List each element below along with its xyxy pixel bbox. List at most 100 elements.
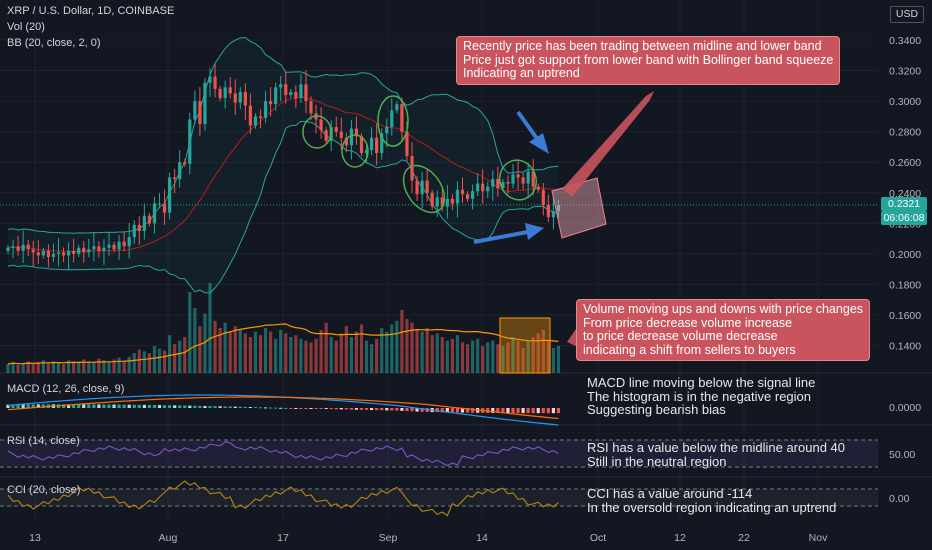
volume-bar xyxy=(269,331,273,373)
candle-body xyxy=(41,250,45,256)
macd-histogram-bar xyxy=(354,408,359,410)
candle-body xyxy=(6,247,10,251)
candle-body xyxy=(203,82,207,125)
candle-body xyxy=(127,237,131,247)
volume-bar xyxy=(258,335,263,373)
macd-histogram-bar xyxy=(546,408,550,414)
candle-body xyxy=(541,189,545,205)
volume-note-line: to price decrease volume decrease xyxy=(583,329,778,343)
highlight-ellipse xyxy=(341,134,369,168)
candle-body xyxy=(92,246,96,250)
price-axis[interactable]: 0.34000.32000.30000.28000.26000.24000.22… xyxy=(889,35,921,505)
time-tick-label: Nov xyxy=(809,532,828,544)
macd-histogram-bar xyxy=(61,404,66,408)
candle-body xyxy=(87,249,91,253)
volume-note-line: indicating a shift from sellers to buyer… xyxy=(583,342,796,357)
arrow-head xyxy=(529,133,549,154)
currency-button[interactable]: USD xyxy=(890,6,924,23)
candle-body xyxy=(289,91,293,95)
cci-annotation[interactable]: CCI has a value around -114 In the overs… xyxy=(587,487,836,514)
rsi-note-line: Still in the neutral region xyxy=(587,453,727,469)
volume-bar xyxy=(26,361,30,373)
candle-body xyxy=(263,101,268,118)
candle-body xyxy=(481,183,485,192)
macd-histogram-bar xyxy=(41,404,45,408)
volume-bar xyxy=(147,353,151,373)
macd-histogram-bar xyxy=(107,404,111,408)
volume-bar xyxy=(253,331,258,373)
volume-bar xyxy=(460,342,465,373)
macd-histogram-bar xyxy=(243,406,247,408)
macd-annotation[interactable]: MACD line moving below the signal line T… xyxy=(587,376,815,417)
volume-bar xyxy=(218,328,222,373)
candle-body xyxy=(400,104,404,132)
candle-body xyxy=(168,177,172,213)
time-tick-label: Aug xyxy=(159,532,178,544)
macd-histogram-bar xyxy=(284,407,288,409)
volume-bar xyxy=(536,333,540,373)
candlesticks xyxy=(6,64,561,270)
macd-histogram-bar xyxy=(491,408,495,413)
macd-histogram-bar xyxy=(233,406,237,408)
candle-body xyxy=(162,203,167,213)
rsi-annotation[interactable]: RSI has a value below the midline around… xyxy=(587,441,845,468)
macd-histogram-bar xyxy=(198,405,202,408)
candle-body xyxy=(122,241,126,247)
volume-bar xyxy=(465,344,470,373)
rsi-legend[interactable]: RSI (14, close) xyxy=(7,435,80,447)
candle-body xyxy=(132,224,136,238)
volume-bar xyxy=(137,349,141,373)
candle-body xyxy=(82,247,86,253)
bb-lower-band xyxy=(7,120,559,294)
candle-body xyxy=(269,101,273,105)
volume-legend[interactable]: Vol (20) xyxy=(7,21,45,33)
macd-histogram-bar xyxy=(395,408,399,411)
volume-bar xyxy=(476,338,480,373)
time-axis[interactable]: 13 Aug 17 Sep 14 Oct 12 22 Nov xyxy=(29,532,828,544)
candle-body xyxy=(51,253,56,257)
rsi-line xyxy=(7,441,559,467)
bb-legend[interactable]: BB (20, close, 2, 0) xyxy=(7,37,101,49)
macd-histogram-bar xyxy=(324,408,328,409)
volume-bar xyxy=(551,347,555,373)
volume-bar xyxy=(400,310,404,373)
last-price-tag: 0.2321 xyxy=(881,197,927,211)
volume-bar xyxy=(334,340,338,373)
candle-body xyxy=(102,247,106,251)
macd-histogram-bar xyxy=(304,408,308,409)
candle-body xyxy=(152,203,157,224)
macd-histogram-bar xyxy=(450,408,454,413)
time-tick-label: 17 xyxy=(277,532,289,544)
volume-bar xyxy=(132,353,136,373)
macd-histogram-bar xyxy=(460,408,465,413)
bb-annotation[interactable]: Recently price has been trading between … xyxy=(456,36,841,85)
macd-histogram-bar xyxy=(203,405,207,408)
bb-upper-band xyxy=(7,36,559,234)
volume-bar xyxy=(425,328,429,373)
volume-annotation[interactable]: Volume moving ups and downs with price c… xyxy=(576,299,871,361)
cci-legend[interactable]: CCI (20, close) xyxy=(7,484,81,496)
arrow-head xyxy=(525,223,544,240)
candle-body xyxy=(77,247,81,254)
macd-histogram-bar xyxy=(380,408,384,411)
macd-histogram-bar xyxy=(102,404,106,408)
macd-histogram-bar xyxy=(269,407,273,409)
macd-histogram-bar xyxy=(511,408,515,414)
candle-body xyxy=(198,101,202,125)
candle-body xyxy=(188,119,192,164)
volume-bar xyxy=(36,362,40,373)
macd-legend[interactable]: MACD (12, 26, close, 9) xyxy=(7,383,125,395)
candle-body xyxy=(556,204,561,212)
macd-histogram-bar xyxy=(415,408,419,412)
symbol-title[interactable]: XRP / U.S. Dollar, 1D, COINBASE xyxy=(7,5,175,17)
volume-bar xyxy=(299,338,303,373)
volume-bar xyxy=(440,337,444,373)
macd-histogram-bar xyxy=(147,404,151,408)
candle-body xyxy=(107,244,111,248)
bb-note-line: Recently price has been trading between … xyxy=(463,39,822,53)
price-tick-label: 0.2600 xyxy=(889,157,921,169)
candle-body xyxy=(339,131,343,138)
time-tick-label: 12 xyxy=(674,532,686,544)
